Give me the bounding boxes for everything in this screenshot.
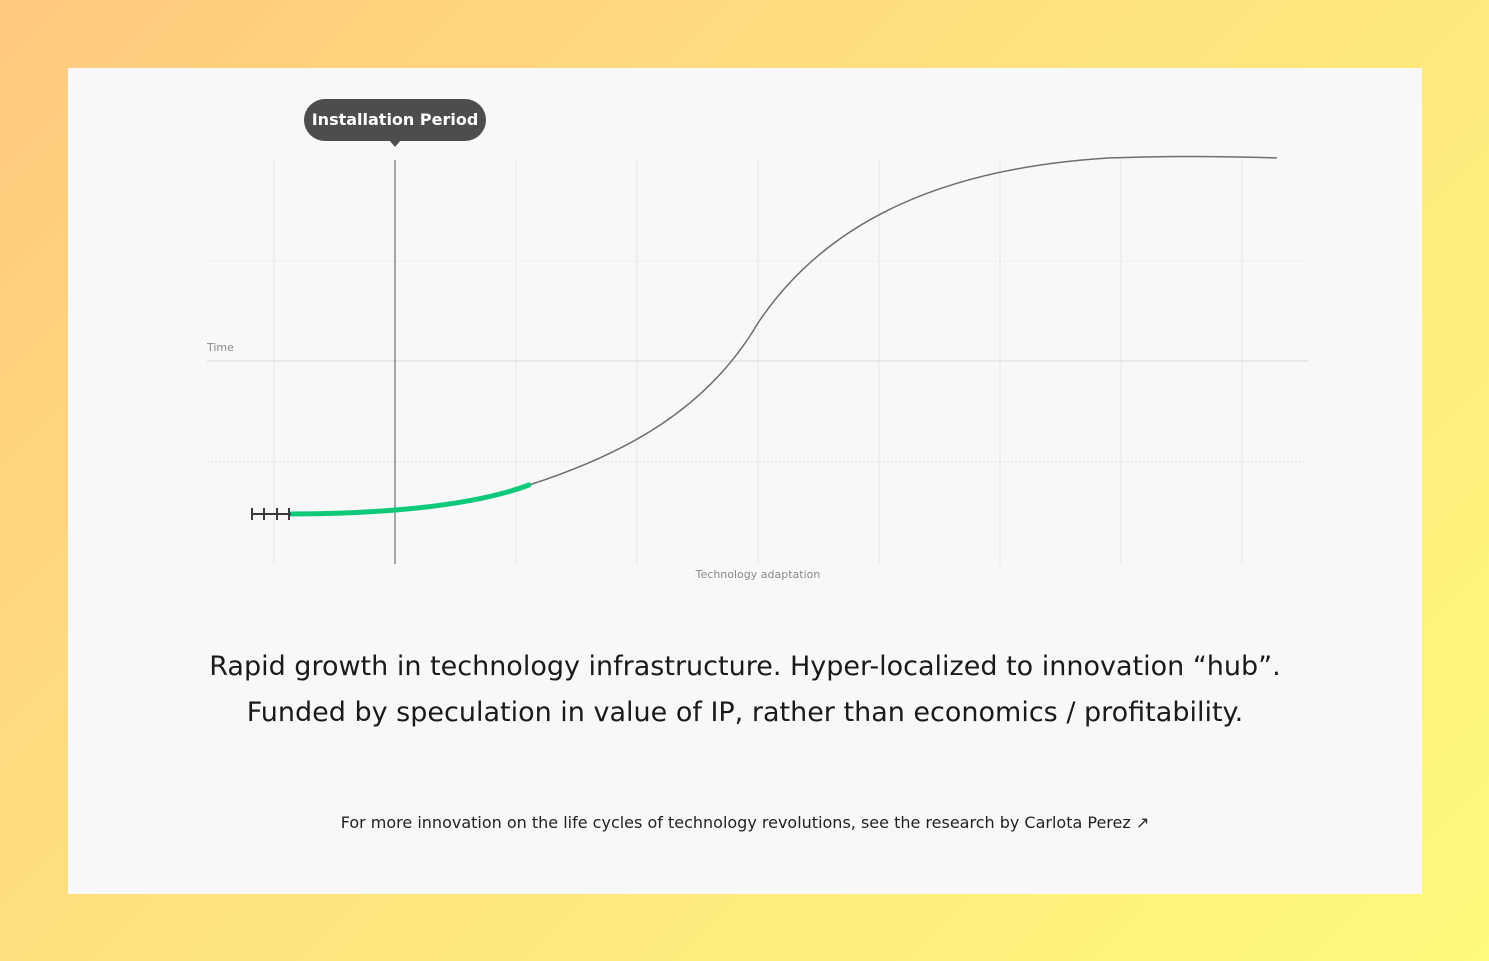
external-link-icon: ↗ xyxy=(1135,813,1150,832)
research-note: For more innovation on the life cycles o… xyxy=(208,811,1282,835)
content-card: Time Technology adaptation Installation … xyxy=(68,68,1422,894)
research-note-text: For more innovation on the life cycles o… xyxy=(340,813,1025,832)
s-curve-line xyxy=(290,155,1278,515)
period-description: Rapid growth in technology infrastructur… xyxy=(209,651,1281,728)
carlota-perez-link[interactable]: Carlota Perez ↗ xyxy=(1024,813,1149,832)
x-axis-label: Technology adaptation xyxy=(695,568,821,581)
y-axis-label: Time xyxy=(206,341,234,354)
carlota-perez-link-label: Carlota Perez xyxy=(1024,813,1131,832)
installation-period-tooltip: Installation Period xyxy=(304,99,486,147)
s-curve-chart: Time Technology adaptation xyxy=(206,155,1308,581)
installation-highlight-segment xyxy=(288,482,532,517)
vertical-grid xyxy=(273,160,1243,564)
